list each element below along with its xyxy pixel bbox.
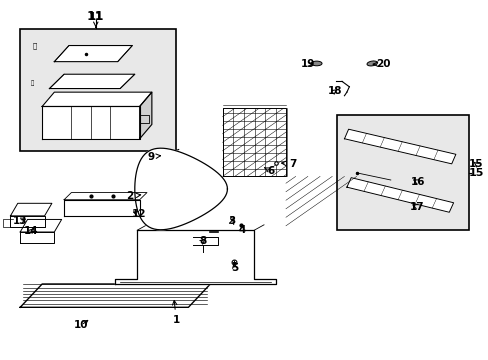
Text: 18: 18 [327,86,341,96]
Polygon shape [64,200,140,216]
Polygon shape [346,177,453,212]
Text: 11: 11 [88,12,103,27]
Polygon shape [54,45,132,62]
Text: 2: 2 [126,191,141,201]
Text: 8: 8 [199,236,206,246]
Polygon shape [10,203,52,216]
Polygon shape [49,74,135,89]
Polygon shape [20,220,61,232]
Text: 🔩: 🔩 [31,80,34,86]
Polygon shape [140,92,152,139]
Text: 7: 7 [281,159,296,169]
Text: 14: 14 [24,226,39,236]
Bar [336,116,468,230]
Text: 5: 5 [231,263,238,273]
Text: 20: 20 [372,59,390,69]
Ellipse shape [311,61,322,66]
Polygon shape [344,129,455,164]
Polygon shape [20,284,210,307]
Polygon shape [42,92,152,107]
Text: 10: 10 [74,320,88,330]
Polygon shape [135,148,227,230]
Text: 6: 6 [264,166,274,176]
Text: 1: 1 [172,301,180,325]
Text: 19: 19 [300,59,314,69]
Text: 4: 4 [238,225,245,235]
Polygon shape [42,107,140,139]
Text: 12: 12 [131,209,145,219]
Polygon shape [115,230,276,284]
Polygon shape [64,193,147,200]
Text: 🔧: 🔧 [33,42,37,49]
Text: 15: 15 [468,159,482,169]
Polygon shape [222,108,285,176]
Text: 3: 3 [228,216,235,226]
Text: 9: 9 [147,152,160,162]
Bar [20,30,176,151]
Text: 11: 11 [87,10,104,23]
Text: 17: 17 [409,202,424,212]
Text: 15: 15 [468,168,483,178]
Text: 13: 13 [13,216,27,226]
Ellipse shape [366,61,377,66]
Text: 16: 16 [409,177,424,187]
